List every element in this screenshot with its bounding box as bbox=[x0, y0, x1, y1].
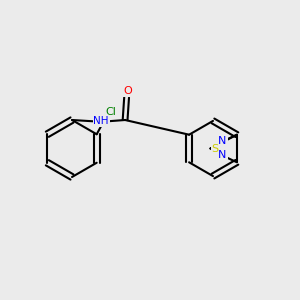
Text: S: S bbox=[212, 143, 219, 154]
Text: NH: NH bbox=[93, 116, 109, 127]
Text: N: N bbox=[218, 136, 227, 146]
Text: N: N bbox=[218, 150, 227, 160]
Text: O: O bbox=[124, 86, 133, 97]
Text: Cl: Cl bbox=[106, 107, 116, 117]
